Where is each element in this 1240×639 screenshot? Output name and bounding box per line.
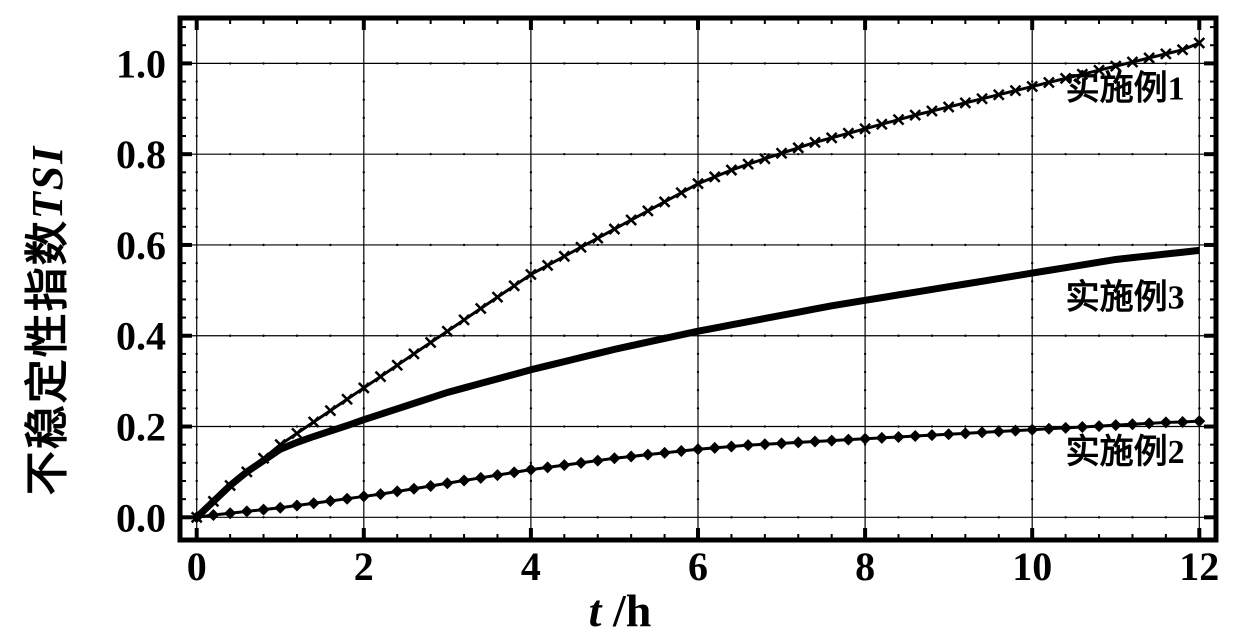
y-tick-label: 1.0 xyxy=(116,41,166,86)
x-tick-label: 6 xyxy=(688,544,708,589)
y-tick-label: 0.0 xyxy=(116,495,166,540)
x-tick-label: 12 xyxy=(1179,544,1219,589)
x-tick-label: 4 xyxy=(521,544,541,589)
y-tick-label: 0.6 xyxy=(116,223,166,268)
series-label: 实施例3 xyxy=(1066,279,1185,317)
series-label: 实施例2 xyxy=(1066,433,1185,471)
y-tick-label: 0.8 xyxy=(116,132,166,177)
series-label: 实施例1 xyxy=(1066,70,1185,108)
x-tick-label: 0 xyxy=(187,544,207,589)
y-tick-label: 0.2 xyxy=(116,405,166,450)
x-tick-label: 2 xyxy=(354,544,374,589)
chart-svg: 0 2 4 6 8 10 12 0.0 0.2 0.4 0.6 0.8 1.0 实施例1 实施例3 实施例2 xyxy=(0,0,1240,639)
y-tick-label: 0.4 xyxy=(116,314,166,359)
figure-container: 不稳定性指数TSI t /h 0246810120.00.20.40.60.81… xyxy=(0,0,1240,639)
x-tick-label: 10 xyxy=(1012,544,1052,589)
x-tick-label: 8 xyxy=(855,544,875,589)
